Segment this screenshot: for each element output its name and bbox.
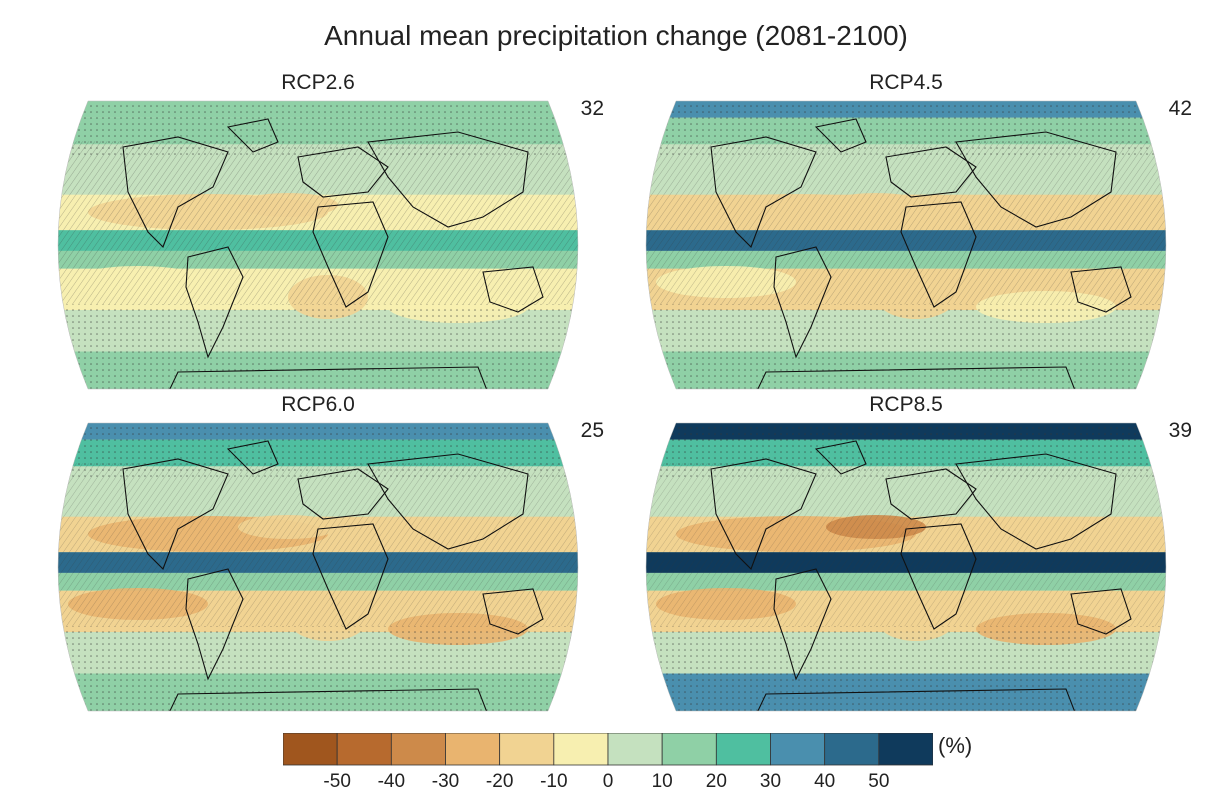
panel-model-count: 32 — [580, 97, 604, 120]
colorbar-swatch — [715, 733, 771, 766]
colorbar-swatch — [445, 733, 501, 766]
panel-label: RCP8.5 — [869, 393, 943, 416]
colorbar-tick-label: 10 — [651, 771, 673, 792]
colorbar-swatch — [553, 733, 609, 766]
colorbar-tick-label: -50 — [323, 771, 351, 792]
panel-model-count: 42 — [1168, 97, 1192, 120]
world-map — [57, 422, 579, 712]
panel-model-count: 25 — [580, 419, 604, 442]
colorbar-tick-label: -40 — [377, 771, 406, 792]
colorbar-swatch — [390, 733, 446, 766]
colorbar-tick-label: -20 — [485, 771, 514, 792]
panel-label: RCP4.5 — [869, 71, 943, 94]
map-panel-rcp85: RCP8.5 39 — [616, 393, 1196, 719]
colorbar-swatch — [336, 733, 392, 766]
colorbar-swatch — [499, 733, 555, 766]
colorbar-tick-label: 20 — [705, 771, 727, 792]
colorbar-tick-label: -30 — [431, 771, 460, 792]
colorbar-swatch — [878, 733, 933, 766]
figure-title: Annual mean precipitation change (2081-2… — [324, 20, 908, 51]
colorbar-tick-label: 40 — [814, 771, 836, 792]
colorbar-tick-label: 50 — [868, 771, 890, 792]
map-panel-rcp26: RCP2.6 32 — [28, 71, 608, 397]
colorbar — [283, 733, 933, 766]
world-map — [645, 100, 1167, 390]
panel-model-count: 39 — [1168, 419, 1192, 442]
colorbar-swatch — [661, 733, 717, 766]
colorbar-swatch — [824, 733, 880, 766]
colorbar-swatch — [283, 733, 338, 766]
colorbar-swatch — [770, 733, 826, 766]
panel-label: RCP6.0 — [281, 393, 355, 416]
colorbar-tick-label: -10 — [540, 771, 568, 792]
map-panel-rcp60: RCP6.0 25 — [28, 393, 608, 719]
color-legend: (%) -50 -40 -30 -20 -10 0 10 20 30 40 50 — [283, 733, 1003, 803]
world-map — [57, 100, 579, 390]
panel-label: RCP2.6 — [281, 71, 355, 94]
map-panel-rcp45: RCP4.5 42 — [616, 71, 1196, 397]
colorbar-swatch — [607, 733, 663, 766]
world-map — [645, 422, 1167, 712]
legend-unit: (%) — [938, 733, 973, 758]
colorbar-tick-label: 0 — [602, 771, 614, 792]
colorbar-tick-label: 30 — [759, 771, 782, 792]
